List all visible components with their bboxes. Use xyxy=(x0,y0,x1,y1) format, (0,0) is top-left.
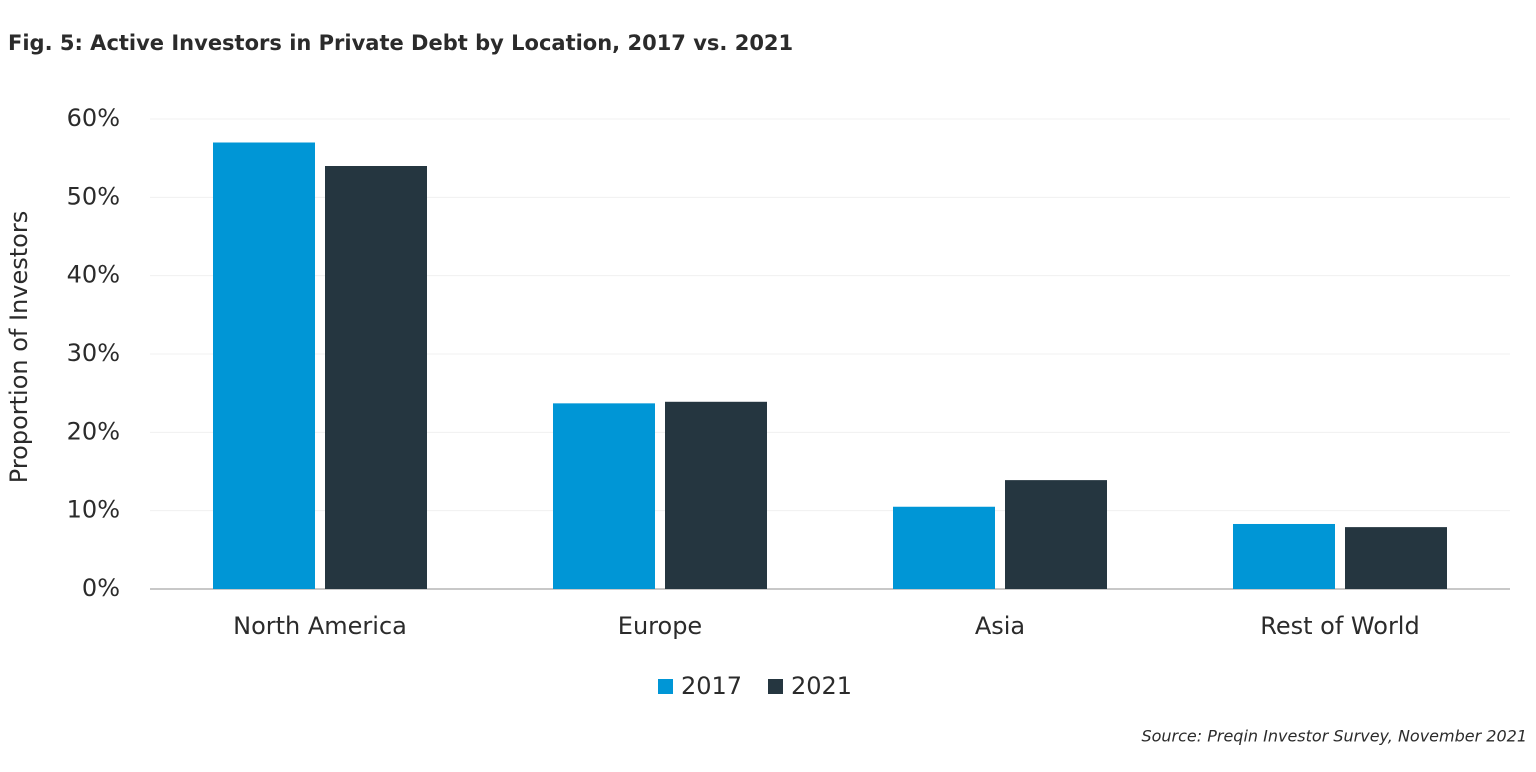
y-tick-label: 60% xyxy=(67,104,120,132)
x-tick-label: Rest of World xyxy=(1260,612,1419,640)
y-tick-label: 30% xyxy=(67,339,120,367)
x-tick-label: North America xyxy=(233,612,407,640)
bar xyxy=(1233,523,1335,589)
legend-swatch xyxy=(768,679,783,694)
bar xyxy=(213,142,315,589)
bar xyxy=(553,403,655,589)
legend-swatch xyxy=(658,679,673,694)
bar xyxy=(325,166,427,589)
bar xyxy=(1005,480,1107,589)
x-tick-label: Asia xyxy=(975,612,1025,640)
y-tick-label: 10% xyxy=(67,496,120,524)
x-tick-label: Europe xyxy=(618,612,702,640)
y-axis-label: Proportion of Investors xyxy=(5,211,33,483)
bar xyxy=(893,506,995,589)
y-tick-label: 20% xyxy=(67,417,120,445)
source-note: Source: Preqin Investor Survey, November… xyxy=(1141,727,1527,746)
chart-title: Fig. 5: Active Investors in Private Debt… xyxy=(8,31,793,55)
legend-label: 2021 xyxy=(791,672,852,700)
y-tick-label: 0% xyxy=(82,574,120,602)
legend-label: 2017 xyxy=(681,672,742,700)
bar xyxy=(665,401,767,589)
y-tick-label: 50% xyxy=(67,182,120,210)
y-tick-label: 40% xyxy=(67,261,120,289)
bar xyxy=(1345,527,1447,589)
